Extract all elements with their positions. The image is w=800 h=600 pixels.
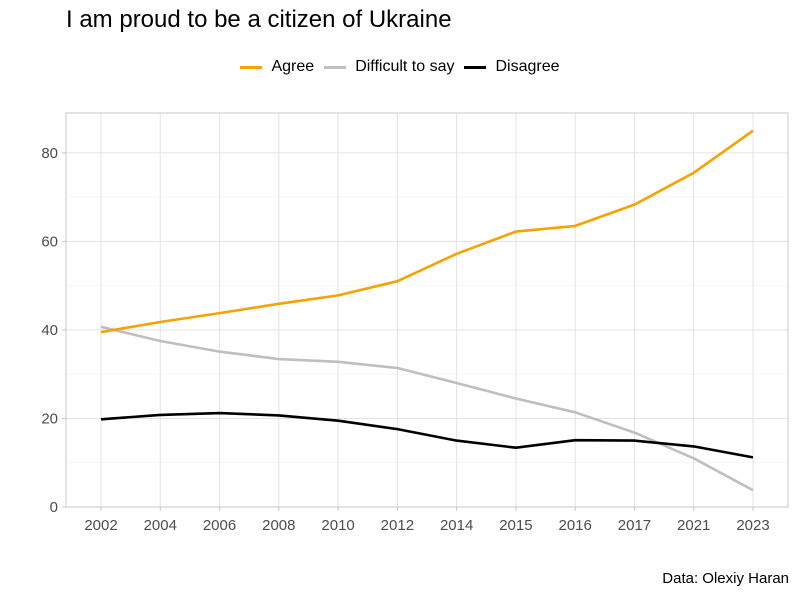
series-line-difficult-to-say bbox=[100, 325, 754, 492]
data-source-caption: Data: Olexiy Haran bbox=[662, 570, 789, 587]
series-line-agree bbox=[100, 129, 754, 334]
x-tick-label: 2015 bbox=[499, 517, 532, 534]
legend-item-difficult: Difficult to say bbox=[324, 58, 454, 76]
x-tick-label: 2012 bbox=[381, 517, 414, 534]
x-tick-label: 2008 bbox=[262, 517, 295, 534]
y-tick-label: 20 bbox=[41, 410, 58, 427]
x-tick-label: 2014 bbox=[440, 517, 473, 534]
legend-label-difficult: Difficult to say bbox=[355, 58, 455, 75]
x-tick-label: 2023 bbox=[736, 517, 769, 534]
x-tick-label: 2010 bbox=[321, 517, 354, 534]
y-tick-label: 40 bbox=[41, 322, 58, 339]
y-tick-label: 80 bbox=[41, 145, 58, 162]
legend-item-agree: Agree bbox=[240, 58, 314, 76]
legend: Agree Difficult to say Disagree bbox=[0, 58, 800, 76]
legend-key-disagree bbox=[464, 65, 487, 69]
y-tick-label: 60 bbox=[41, 233, 58, 250]
legend-label-disagree: Disagree bbox=[495, 58, 560, 75]
legend-label-agree: Agree bbox=[271, 58, 315, 75]
x-tick-label: 2006 bbox=[203, 517, 236, 534]
series-line-disagree bbox=[100, 411, 754, 459]
chart-title: I am proud to be a citizen of Ukraine bbox=[66, 6, 452, 33]
legend-key-difficult bbox=[324, 65, 347, 69]
y-tick-label: 0 bbox=[50, 499, 58, 516]
x-tick-label: 2017 bbox=[618, 517, 651, 534]
legend-item-disagree: Disagree bbox=[464, 58, 560, 76]
legend-key-agree bbox=[240, 65, 263, 69]
x-tick-label: 2002 bbox=[84, 517, 117, 534]
x-tick-label: 2021 bbox=[677, 517, 710, 534]
x-tick-label: 2004 bbox=[144, 517, 177, 534]
x-tick-label: 2016 bbox=[558, 517, 591, 534]
plot-panel-border bbox=[65, 112, 789, 508]
